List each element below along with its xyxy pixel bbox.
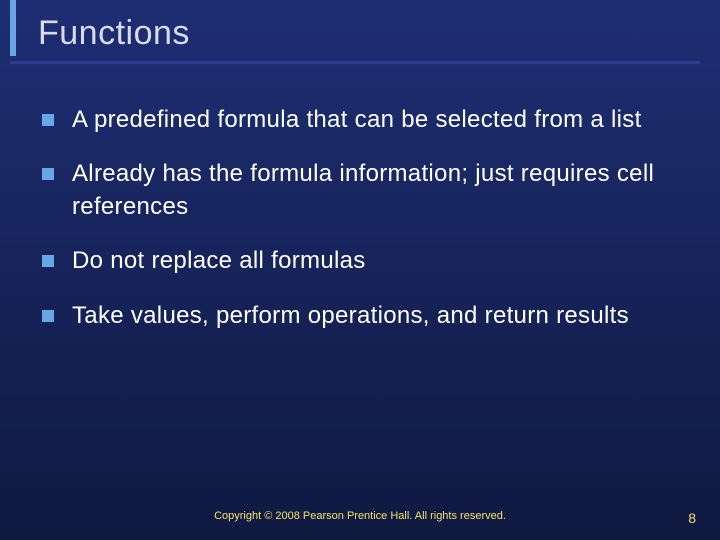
list-item: A predefined formula that can be selecte… [42, 104, 670, 136]
title-container: Functions [10, 0, 700, 64]
slide-title: Functions [34, 14, 700, 53]
bullet-text: Take values, perform operations, and ret… [72, 300, 629, 332]
copyright-footer: Copyright © 2008 Pearson Prentice Hall. … [0, 510, 720, 522]
list-item: Take values, perform operations, and ret… [42, 300, 670, 332]
bullet-text: Do not replace all formulas [72, 245, 366, 277]
content-area: A predefined formula that can be selecte… [0, 64, 720, 332]
bullet-list: A predefined formula that can be selecte… [42, 104, 670, 332]
page-number: 8 [688, 510, 696, 526]
list-item: Already has the formula information; jus… [42, 158, 670, 223]
title-side-accent [10, 0, 16, 56]
square-bullet-icon [42, 310, 54, 322]
square-bullet-icon [42, 168, 54, 180]
list-item: Do not replace all formulas [42, 245, 670, 277]
slide: Functions A predefined formula that can … [0, 0, 720, 540]
square-bullet-icon [42, 255, 54, 267]
bullet-text: A predefined formula that can be selecte… [72, 104, 642, 136]
bullet-text: Already has the formula information; jus… [72, 158, 670, 223]
square-bullet-icon [42, 114, 54, 126]
